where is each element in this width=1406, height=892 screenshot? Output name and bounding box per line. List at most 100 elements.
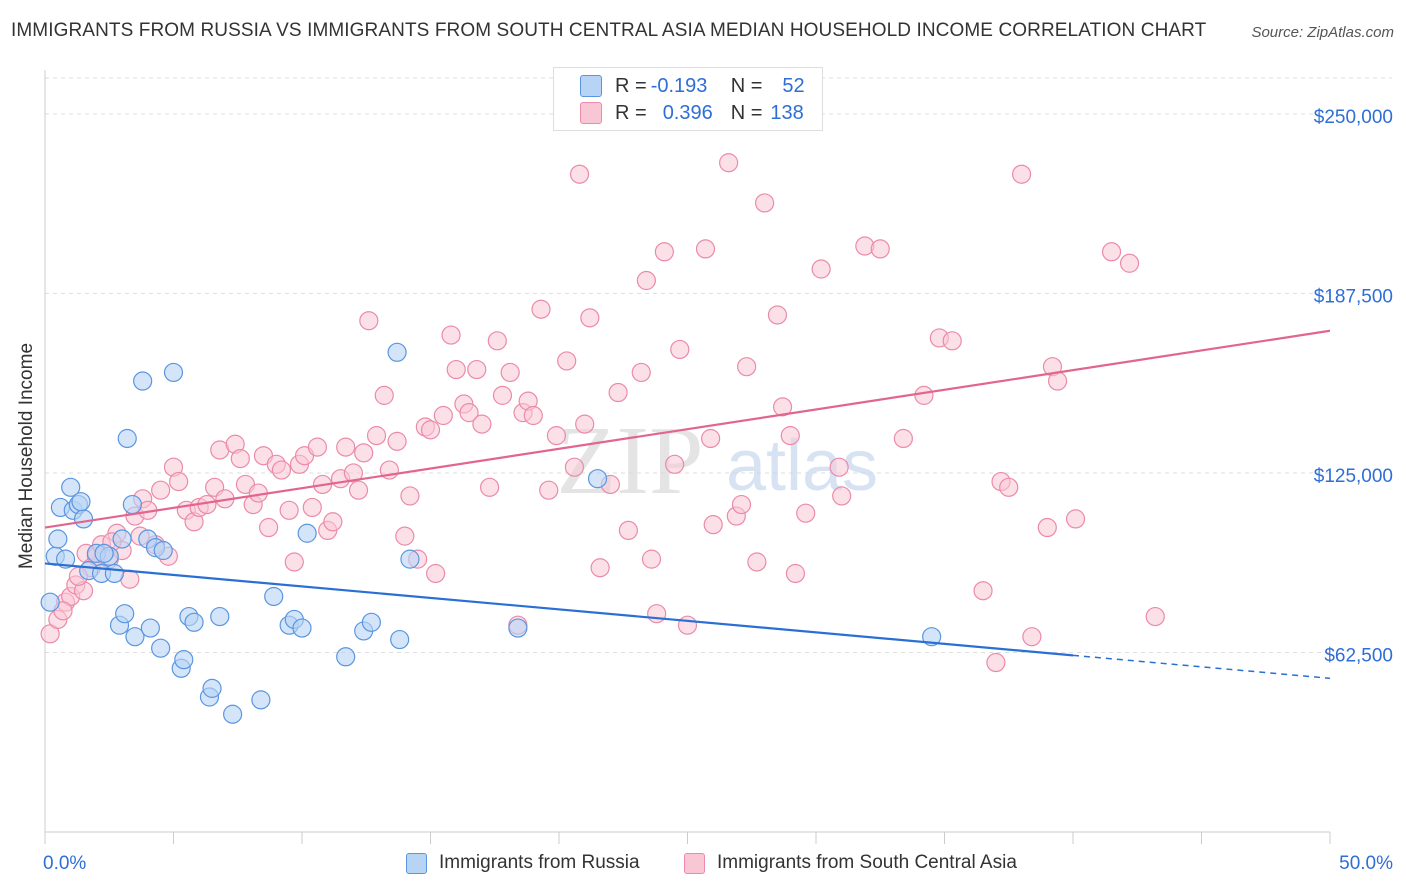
data-point-sca — [893, 428, 913, 449]
data-point-sca — [539, 480, 559, 500]
legend-r-value-sca: 0.396 — [662, 101, 713, 124]
data-point-sca — [1119, 253, 1140, 273]
legend-row-sca: R = 0.396 N = 138 — [580, 101, 804, 125]
data-point-russia — [223, 704, 243, 724]
data-point-russia — [125, 627, 145, 647]
data-point-sca — [366, 426, 387, 446]
data-point-sca — [719, 153, 739, 173]
data-point-sca — [695, 239, 716, 259]
data-point-sca — [446, 359, 466, 380]
data-point-sca — [999, 477, 1019, 497]
data-point-sca — [737, 357, 757, 377]
data-point-sca — [336, 437, 356, 457]
data-point-russia — [115, 604, 135, 624]
series-russia-points — [40, 342, 942, 724]
data-point-sca — [557, 351, 577, 371]
data-point-sca — [1022, 627, 1042, 647]
y-tick-label: $125,000 — [1314, 466, 1393, 487]
data-point-russia — [387, 342, 407, 362]
data-point-sca — [829, 457, 849, 477]
data-point-sca — [359, 311, 379, 331]
data-point-sca — [230, 448, 250, 469]
bottom-legend-russia: Immigrants from Russia — [406, 852, 640, 874]
data-point-russia — [73, 509, 94, 529]
data-point-sca — [420, 420, 441, 440]
data-point-russia — [163, 362, 184, 383]
data-point-sca — [564, 457, 585, 477]
data-point-russia — [361, 612, 381, 632]
data-point-russia — [133, 371, 153, 391]
data-point-sca — [343, 463, 363, 483]
data-point-sca — [575, 414, 595, 434]
data-point-sca — [492, 385, 513, 405]
data-point-russia — [40, 592, 60, 612]
data-point-sca — [546, 426, 567, 446]
data-point-russia — [587, 469, 608, 489]
data-point-sca — [258, 517, 279, 538]
data-point-sca — [942, 331, 962, 351]
legend-swatch-sca — [580, 102, 602, 124]
legend-r-label: R = — [615, 101, 647, 124]
x-tick-labels: 0.0% 50.0% — [43, 853, 1393, 874]
data-point-sca — [780, 426, 800, 446]
data-point-russia — [184, 612, 204, 632]
y-tick-label: $62,500 — [1324, 645, 1393, 666]
data-point-sca — [767, 305, 788, 325]
x-tick-label: 0.0% — [43, 853, 86, 874]
data-point-sca — [1011, 164, 1032, 184]
data-point-sca — [395, 526, 415, 546]
y-tick-labels: $62,500 $125,000 $187,500 $250,000 — [1314, 107, 1393, 667]
data-point-russia — [48, 529, 68, 549]
legend-r-label: R = — [615, 74, 647, 97]
legend-row-russia: R = -0.193 N = 52 — [580, 74, 805, 98]
data-point-sca — [631, 362, 651, 383]
data-point-sca — [701, 428, 721, 449]
data-point-sca — [1065, 509, 1086, 529]
data-point-sca — [400, 486, 420, 506]
data-point-sca — [870, 239, 890, 259]
data-point-sca — [1101, 242, 1122, 262]
data-point-sca — [647, 604, 667, 624]
data-point-sca — [832, 486, 852, 506]
data-point-sca — [480, 477, 500, 497]
legend-n-label: N = — [730, 74, 763, 97]
data-point-sca — [433, 405, 453, 426]
trend-lines — [44, 329, 1331, 680]
trend-line-russia-extension — [1072, 654, 1331, 680]
data-point-sca — [307, 437, 328, 457]
data-point-sca — [441, 325, 461, 345]
data-point-sca — [670, 339, 690, 360]
data-point-russia — [922, 627, 942, 647]
data-point-sca — [374, 385, 394, 405]
data-point-sca — [1047, 371, 1068, 391]
data-point-sca — [279, 500, 299, 520]
data-point-russia — [117, 428, 137, 449]
data-point-russia — [94, 543, 114, 563]
data-point-sca — [618, 520, 638, 541]
data-point-sca — [531, 299, 551, 319]
data-point-sca — [284, 552, 304, 572]
data-point-sca — [608, 382, 628, 403]
data-point-sca — [754, 193, 775, 213]
data-point-sca — [151, 480, 171, 500]
series-south-central-asia-points — [40, 153, 1165, 673]
legend-n-value-russia: 52 — [782, 74, 805, 97]
data-point-russia — [292, 618, 312, 638]
data-point-sca — [973, 581, 993, 601]
y-axis-label: Median Household Income — [16, 342, 37, 570]
legend-swatch-russia — [580, 75, 602, 97]
data-point-russia — [140, 618, 160, 638]
bottom-legend-label-sca: Immigrants from South Central Asia — [717, 852, 1017, 873]
trend-line-russia — [44, 562, 1074, 657]
data-point-sca — [654, 242, 674, 262]
x-tick-label: 50.0% — [1339, 853, 1393, 874]
data-point-sca — [500, 362, 520, 383]
data-point-sca — [487, 331, 507, 351]
data-point-sca — [636, 270, 656, 291]
data-point-sca — [472, 414, 492, 434]
data-point-sca — [302, 497, 322, 518]
data-point-sca — [747, 552, 767, 572]
legend: R = -0.193 N = 52 R = 0.396 N = 138 — [553, 67, 823, 131]
data-point-sca — [569, 164, 590, 184]
